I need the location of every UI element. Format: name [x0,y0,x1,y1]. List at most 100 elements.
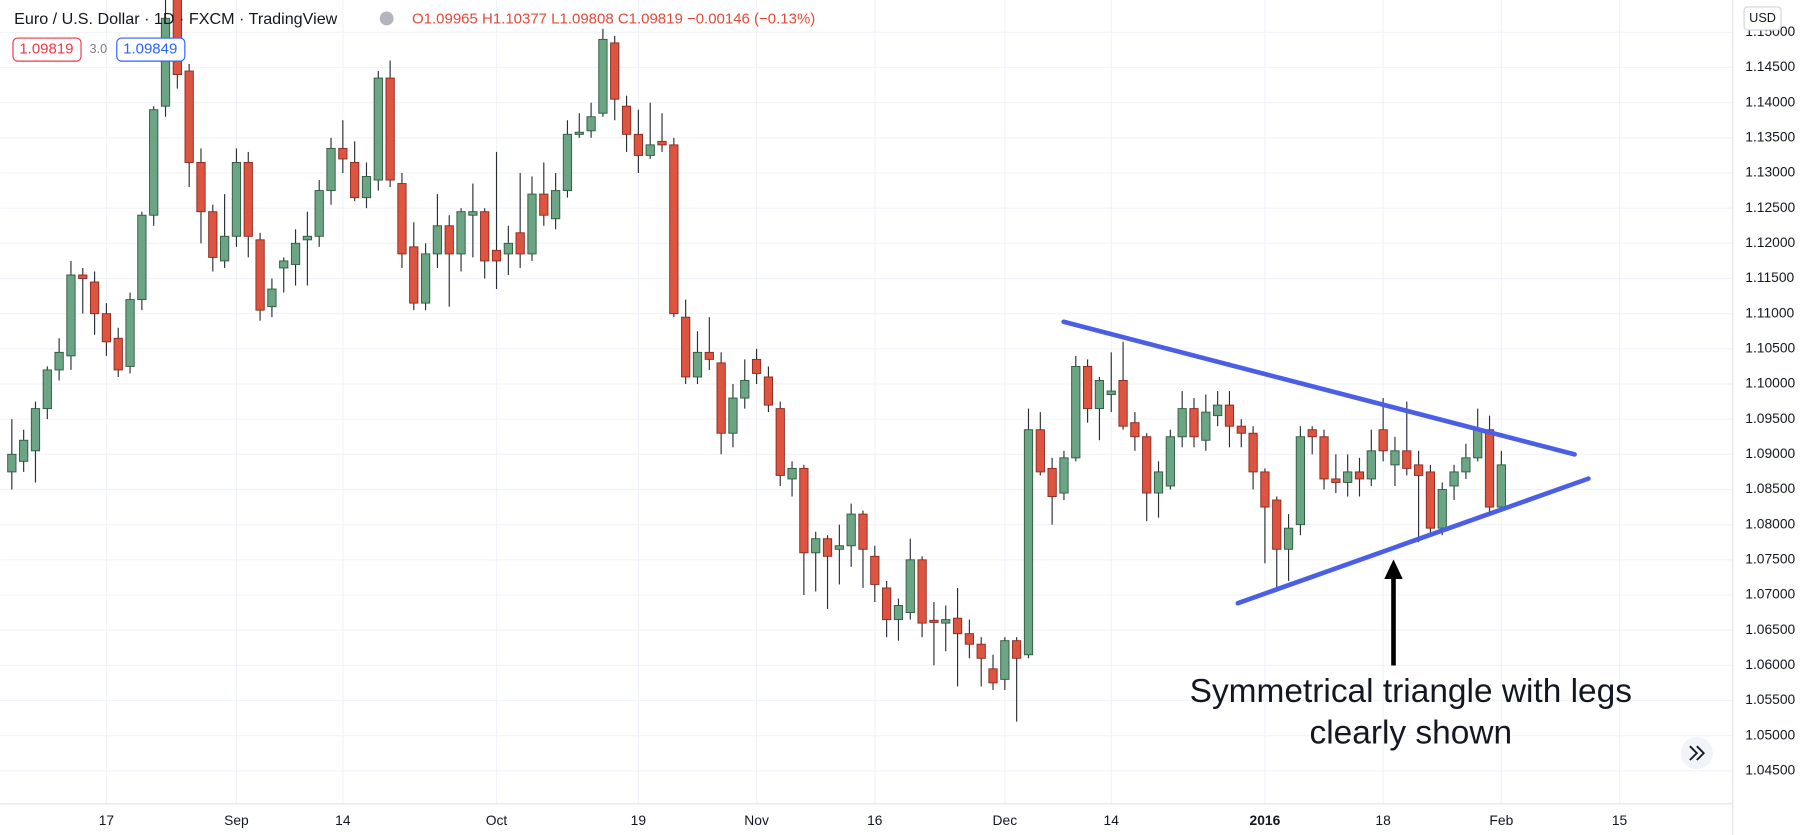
candle-body [775,408,785,476]
scroll-icon[interactable] [1689,745,1706,761]
candle-body [42,369,52,410]
y-tick-label: 1.05000 [1745,726,1795,742]
candle-body [964,633,974,645]
candle-body [101,313,112,343]
candle-body [1437,489,1447,529]
candle-body [302,235,312,241]
candle-body [290,242,301,265]
y-tick-label: 1.09000 [1745,445,1795,461]
y-tick-label: 1.04500 [1745,761,1795,777]
candle-body [858,513,868,550]
candle-body [1236,425,1246,434]
candle-body [89,281,100,315]
candle-body [870,555,880,585]
y-tick-label: 1.13500 [1745,129,1795,145]
x-tick-label: Oct [486,812,508,828]
x-tick-label: Nov [744,812,769,828]
candle-body [279,260,289,269]
candle-body [515,232,525,255]
candle-body [1059,457,1069,494]
candle-body [243,161,253,237]
candle-body [149,109,159,216]
candle-body [1106,390,1116,396]
candle-body [1260,471,1270,508]
x-tick-label: 2016 [1250,812,1281,828]
candle-body [231,161,242,237]
candle-body [834,545,844,550]
candle-body [1390,450,1400,466]
y-tick-label: 1.12000 [1745,234,1795,250]
candle-body [19,439,29,462]
candle-body [621,105,632,135]
candle-body [1224,404,1235,427]
candle-body [763,376,774,406]
currency-button[interactable] [1743,6,1782,31]
candle-body [1272,499,1282,550]
candle-body [1165,436,1175,487]
candle-body [1343,471,1353,483]
candle-body [113,337,123,371]
sell-price[interactable]: 1.09819 [19,41,73,58]
candle-body [787,467,797,480]
candle-body [598,38,608,114]
x-tick-label: 18 [1375,812,1391,828]
candle-body [444,225,454,255]
candle-body [208,211,218,258]
candle-body [1319,436,1329,480]
candle-body [184,70,194,163]
candle-body [1142,436,1152,494]
candle-body [255,239,265,311]
currency[interactable]: USD [1749,11,1776,25]
candle-body [172,0,182,76]
sell-box[interactable] [12,37,82,62]
candle-body [1213,404,1223,417]
candle-body [1000,640,1010,680]
y-tick-label: 1.09500 [1745,410,1795,426]
candle-body [633,133,643,156]
candle-body [1118,380,1128,427]
candle-body [420,253,431,304]
candle-body [952,617,963,635]
candle-body [1047,467,1057,497]
candle-body [125,299,135,367]
candle-body [1012,640,1022,659]
candle-body [361,176,372,199]
buy-box[interactable] [116,37,186,62]
y-tick-label: 1.14500 [1745,58,1795,74]
x-tick-label: 19 [631,812,647,828]
x-tick-label: Dec [993,812,1018,828]
candle-body [385,77,395,181]
y-tick-label: 1.10500 [1745,339,1795,355]
candle-body [586,116,596,132]
candle-body [373,77,383,181]
candle-body [574,131,584,135]
candle-body [728,397,738,434]
candle-body [1413,464,1424,476]
candle-body [917,559,927,624]
candle-body [1094,380,1105,410]
candle-body [1248,432,1258,473]
candle-body [941,619,951,624]
candle-body [716,362,726,434]
annotation: clearly shown [1310,714,1513,751]
candle-body [1295,436,1305,526]
candle-body [1366,450,1376,480]
candle-body [314,190,324,237]
candle-body [1189,408,1199,438]
candle-body [1177,408,1187,438]
y-tick-label: 1.10000 [1745,375,1795,391]
candle-body [1461,457,1471,473]
y-tick-label: 1.14000 [1745,93,1795,109]
buy-price[interactable]: 1.09849 [123,41,177,58]
candle-body [740,380,750,399]
candle-body [669,144,679,315]
y-tick-label: 1.06500 [1745,621,1795,637]
candle-body [1354,471,1365,480]
x-tick-label: 16 [867,812,883,828]
candle-body [976,643,986,659]
candle-body [409,246,419,304]
candle-body [988,668,998,684]
x-tick-label: 14 [335,812,351,828]
y-tick-label: 1.07500 [1745,550,1795,566]
candle-body [267,288,277,308]
